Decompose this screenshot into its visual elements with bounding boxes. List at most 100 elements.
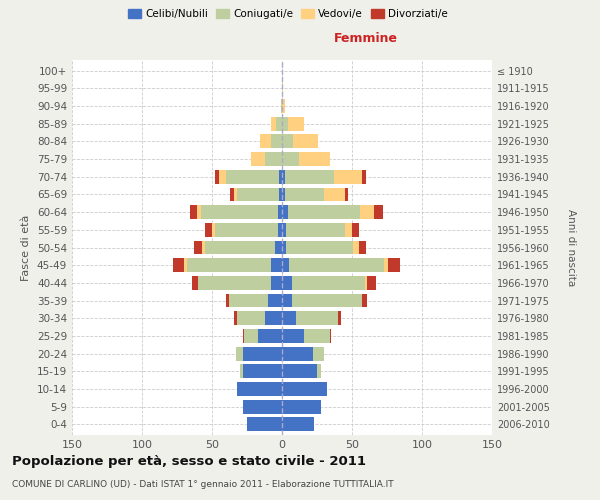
Bar	[317, 364, 321, 378]
Bar	[230, 188, 235, 202]
Legend: Celibi/Nubili, Coniugati/e, Vedovi/e, Divorziati/e: Celibi/Nubili, Coniugati/e, Vedovi/e, Di…	[124, 5, 452, 24]
Bar	[236, 346, 243, 360]
Bar	[187, 258, 271, 272]
Bar	[282, 312, 296, 325]
Bar	[237, 188, 279, 202]
Bar	[281, 99, 282, 113]
Bar	[201, 205, 278, 219]
Bar	[282, 240, 286, 254]
Bar	[299, 152, 329, 166]
Bar	[205, 223, 212, 236]
Bar	[282, 152, 299, 166]
Bar	[282, 364, 317, 378]
Bar	[338, 312, 341, 325]
Bar	[271, 258, 282, 272]
Bar	[205, 240, 275, 254]
Bar	[190, 205, 197, 219]
Bar	[277, 117, 282, 130]
Bar	[197, 205, 201, 219]
Bar	[258, 329, 282, 343]
Bar	[237, 382, 282, 396]
Bar	[282, 188, 285, 202]
Bar	[278, 205, 282, 219]
Bar	[229, 294, 268, 308]
Bar	[243, 346, 282, 360]
Text: Femmine: Femmine	[334, 32, 398, 45]
Bar	[243, 329, 244, 343]
Bar	[282, 117, 287, 130]
Bar	[235, 312, 237, 325]
Bar	[282, 294, 292, 308]
Bar	[282, 400, 321, 413]
Bar	[292, 294, 362, 308]
Bar	[365, 276, 367, 290]
Bar	[271, 117, 277, 130]
Bar	[173, 258, 184, 272]
Bar	[194, 240, 202, 254]
Bar	[282, 205, 287, 219]
Bar	[304, 329, 329, 343]
Bar	[286, 223, 345, 236]
Bar	[265, 152, 282, 166]
Bar	[286, 240, 353, 254]
Bar	[244, 329, 258, 343]
Bar	[279, 170, 282, 183]
Bar	[285, 188, 324, 202]
Bar	[367, 276, 376, 290]
Bar	[219, 170, 226, 183]
Bar	[293, 134, 319, 148]
Bar	[226, 170, 279, 183]
Bar	[313, 346, 324, 360]
Bar	[279, 188, 282, 202]
Bar	[289, 258, 384, 272]
Bar	[296, 312, 338, 325]
Bar	[282, 82, 283, 95]
Bar	[282, 223, 286, 236]
Bar	[345, 188, 348, 202]
Bar	[384, 258, 388, 272]
Bar	[240, 364, 243, 378]
Bar	[282, 346, 313, 360]
Bar	[202, 240, 205, 254]
Bar	[287, 117, 304, 130]
Bar	[271, 276, 282, 290]
Bar	[359, 240, 366, 254]
Bar	[226, 294, 229, 308]
Bar	[237, 312, 265, 325]
Bar	[282, 329, 304, 343]
Bar	[282, 134, 293, 148]
Bar	[362, 170, 366, 183]
Bar	[329, 329, 331, 343]
Bar	[324, 188, 345, 202]
Bar	[388, 258, 400, 272]
Y-axis label: Fasce di età: Fasce di età	[22, 214, 31, 280]
Bar	[265, 312, 282, 325]
Bar	[352, 223, 359, 236]
Y-axis label: Anni di nascita: Anni di nascita	[566, 209, 577, 286]
Bar	[362, 294, 367, 308]
Bar	[282, 170, 285, 183]
Bar	[285, 170, 334, 183]
Bar	[287, 205, 361, 219]
Bar	[334, 170, 362, 183]
Bar	[282, 99, 285, 113]
Bar	[278, 223, 282, 236]
Bar	[247, 418, 282, 432]
Bar	[345, 223, 352, 236]
Bar	[374, 205, 383, 219]
Bar	[282, 382, 327, 396]
Bar	[282, 276, 292, 290]
Text: Popolazione per età, sesso e stato civile - 2011: Popolazione per età, sesso e stato civil…	[12, 454, 366, 468]
Bar	[275, 240, 282, 254]
Bar	[268, 294, 282, 308]
Bar	[282, 418, 314, 432]
Bar	[260, 134, 271, 148]
Bar	[353, 240, 359, 254]
Text: COMUNE DI CARLINO (UD) - Dati ISTAT 1° gennaio 2011 - Elaborazione TUTTITALIA.IT: COMUNE DI CARLINO (UD) - Dati ISTAT 1° g…	[12, 480, 394, 489]
Bar	[251, 152, 265, 166]
Bar	[235, 188, 237, 202]
Bar	[243, 364, 282, 378]
Bar	[193, 276, 198, 290]
Bar	[282, 258, 289, 272]
Bar	[212, 223, 215, 236]
